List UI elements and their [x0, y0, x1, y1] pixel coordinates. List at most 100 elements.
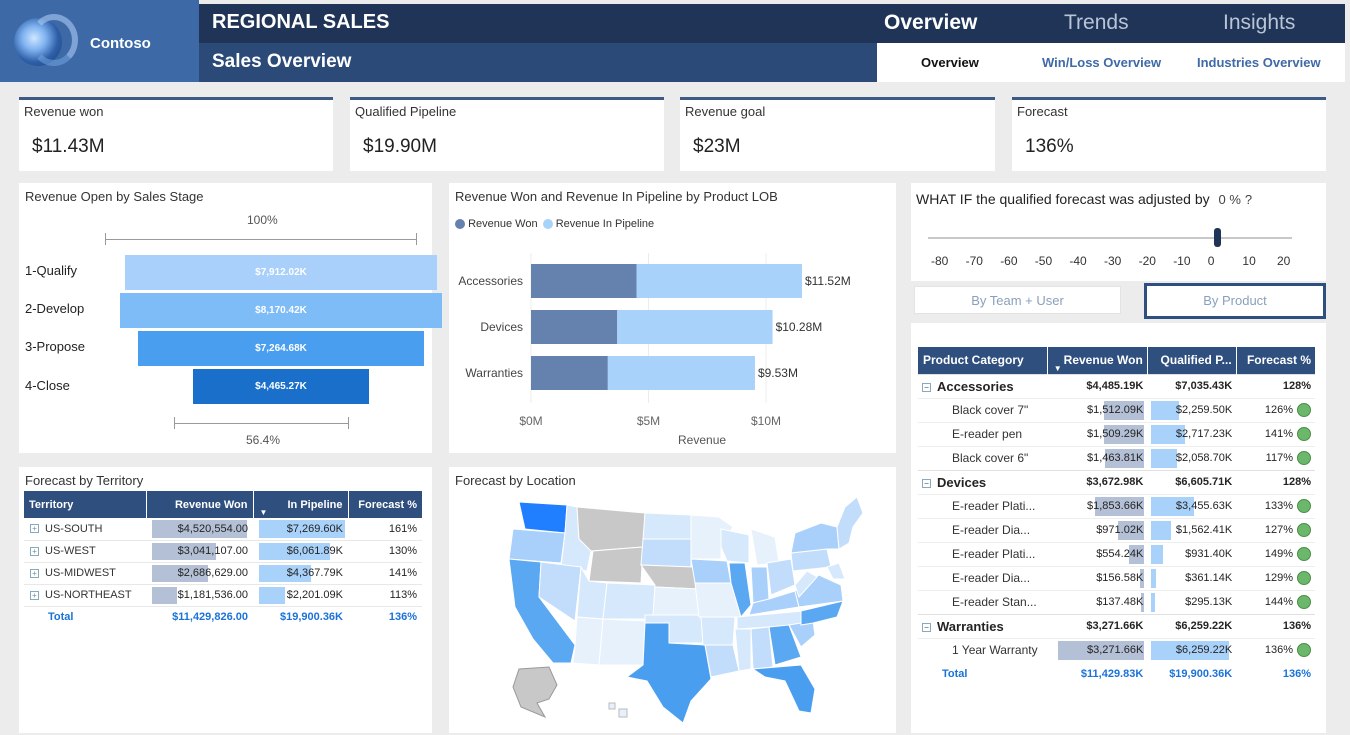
- tab-trends[interactable]: Trends: [1064, 11, 1129, 34]
- col-forecast-pct[interactable]: Forecast %: [358, 498, 417, 511]
- status-green-icon: [1297, 451, 1311, 465]
- group-qp: $6,259.22K: [1175, 620, 1233, 632]
- col-forecast-pct[interactable]: Forecast %: [1246, 353, 1311, 368]
- slider-track[interactable]: [928, 237, 1292, 239]
- kpi-label: Revenue goal: [685, 104, 766, 119]
- table-row[interactable]: E-reader pen $1,509.29K $2,717.23K 141%: [918, 422, 1315, 446]
- whatif-title-text: WHAT IF the qualified forecast was adjus…: [916, 191, 1210, 207]
- table-row[interactable]: 1 Year Warranty $3,271.66K $6,259.22K 13…: [918, 638, 1315, 662]
- x-tick-label: $10M: [751, 414, 781, 428]
- table-row[interactable]: E-reader Plati... $1,853.66K $3,455.63K …: [918, 494, 1315, 518]
- state-kansas: [652, 586, 700, 616]
- subtab-industries[interactable]: Industries Overview: [1197, 55, 1321, 70]
- table-row[interactable]: E-reader Dia... $971.02K $1,562.41K 127%: [918, 518, 1315, 542]
- won-databar: [1095, 496, 1145, 516]
- group-row[interactable]: − Warranties $3,271.66K $6,259.22K 136%: [918, 614, 1315, 638]
- collapse-icon[interactable]: −: [922, 382, 931, 392]
- lob-chart-card: Revenue Won and Revenue In Pipeline by P…: [449, 183, 896, 453]
- fc-cell: 129%: [1236, 566, 1315, 590]
- by-team-user-button[interactable]: By Team + User: [914, 286, 1121, 314]
- expand-icon[interactable]: +: [30, 590, 39, 600]
- bar-revenue-pipeline[interactable]: [607, 356, 755, 390]
- funnel-bar-qualify[interactable]: $7,912.02K: [125, 255, 437, 290]
- slider-tick-label: -20: [1138, 254, 1156, 268]
- page-title: Sales Overview: [212, 51, 352, 72]
- funnel-bar-develop[interactable]: $8,170.42K: [120, 293, 442, 328]
- map-title: Forecast by Location: [455, 473, 576, 488]
- stage-label-develop: 2-Develop: [25, 301, 85, 316]
- table-row[interactable]: Black cover 6" $1,463.81K $2,058.70K 117…: [918, 446, 1315, 470]
- expand-icon[interactable]: +: [30, 524, 39, 534]
- territory-cell: + US-WEST: [24, 540, 146, 562]
- sort-desc-icon[interactable]: ▼: [259, 508, 268, 517]
- collapse-icon[interactable]: −: [922, 478, 931, 488]
- by-product-button[interactable]: By Product: [1144, 283, 1326, 319]
- qp-cell: $3,455.63K: [1147, 494, 1236, 518]
- state-georgia: [768, 624, 802, 666]
- state-wyoming: [588, 546, 644, 584]
- lob-bar-chart: $0M $5M $10M Accessories $11.52M Devices $10.2…: [458, 253, 851, 428]
- qp-cell: $2,717.23K: [1147, 422, 1236, 446]
- col-in-pipeline[interactable]: In Pipeline ▼: [253, 491, 349, 518]
- pipe-value: $7,269.60K: [286, 522, 343, 535]
- col-revenue-won[interactable]: Revenue Won ▼: [1047, 347, 1148, 374]
- kpi-qualified-pipeline: Qualified Pipeline $19.90M: [350, 97, 664, 171]
- table-row[interactable]: E-reader Dia... $156.58K $361.14K 129%: [918, 566, 1315, 590]
- group-row[interactable]: − Devices $3,672.98K $6,605.71K 128%: [918, 470, 1315, 494]
- territory-name: US-WEST: [45, 545, 96, 557]
- bar-revenue-won[interactable]: [531, 310, 618, 344]
- category-label: Accessories: [458, 274, 523, 288]
- slider-handle[interactable]: [1214, 228, 1221, 247]
- table-row[interactable]: + US-SOUTH $4,520,554.00 $7,269.60K 161%: [24, 518, 422, 540]
- bracket-tick: [174, 417, 175, 429]
- col-revenue-won[interactable]: Revenue Won: [146, 491, 254, 518]
- state-montana: [576, 506, 646, 552]
- tab-insights[interactable]: Insights: [1223, 11, 1296, 34]
- us-map[interactable]: [449, 467, 896, 733]
- col-in-pipeline-label: In Pipeline: [287, 498, 343, 511]
- qp-databar: [1151, 544, 1164, 564]
- qp-cell: $2,259.50K: [1147, 398, 1236, 422]
- fc-value: 133%: [1264, 499, 1293, 512]
- pipe-value: $4,367.79K: [286, 567, 343, 579]
- bar-revenue-won[interactable]: [531, 264, 637, 298]
- table-row[interactable]: + US-NORTHEAST $1,181,536.00 $2,201.09K 1…: [24, 584, 422, 606]
- slider-tick-label: -40: [1069, 254, 1087, 268]
- funnel-title: Revenue Open by Sales Stage: [25, 189, 204, 204]
- col-qualified-pipeline[interactable]: Qualified P...: [1147, 347, 1237, 374]
- table-row[interactable]: E-reader Plati... $554.24K $931.40K 149%: [918, 542, 1315, 566]
- bracket-tick: [416, 233, 417, 245]
- funnel-bar-close[interactable]: $4,465.27K: [193, 369, 369, 404]
- table-row[interactable]: Black cover 7" $1,512.09K $2,259.50K 126…: [918, 398, 1315, 422]
- table-row[interactable]: + US-MIDWEST $2,686,629.00 $4,367.79K 141…: [24, 562, 422, 584]
- bar-revenue-pipeline[interactable]: [617, 310, 773, 344]
- brand-name: Contoso: [90, 35, 151, 52]
- legend-label-pipeline: Revenue In Pipeline: [555, 218, 655, 230]
- state-new-york: [790, 522, 840, 554]
- sort-desc-icon[interactable]: ▼: [1053, 363, 1062, 373]
- expand-icon[interactable]: +: [30, 568, 39, 578]
- bar-revenue-won[interactable]: [531, 356, 608, 390]
- category-label: Devices: [480, 320, 523, 334]
- product-name: E-reader Stan...: [952, 595, 1037, 609]
- slider-tick-label: 0: [1207, 254, 1215, 268]
- slider-tick-label: -50: [1034, 254, 1053, 268]
- group-row[interactable]: − Accessories $4,485.19K $7,035.43K 128%: [918, 374, 1315, 398]
- kpi-value: $23M: [693, 136, 741, 157]
- group-won: $3,271.66K: [1086, 620, 1144, 632]
- bar-revenue-pipeline[interactable]: [636, 264, 802, 298]
- expand-icon[interactable]: +: [30, 546, 39, 556]
- funnel-bar-propose[interactable]: $7,264.68K: [138, 331, 424, 366]
- subtab-overview[interactable]: Overview: [921, 55, 979, 70]
- fc-value: 117%: [1265, 451, 1293, 464]
- category-label: Warranties: [465, 366, 523, 380]
- col-territory[interactable]: Territory: [24, 491, 147, 518]
- col-product-category[interactable]: Product Category: [918, 347, 1048, 374]
- collapse-icon[interactable]: −: [922, 622, 931, 632]
- table-row[interactable]: + US-WEST $3,041,107.00 $6,061.89K 130%: [24, 540, 422, 562]
- won-databar: [152, 564, 208, 582]
- tab-overview[interactable]: Overview: [884, 11, 978, 34]
- chart-title: Revenue Won and Revenue In Pipeline by P…: [455, 189, 778, 204]
- table-row[interactable]: E-reader Stan... $137.48K $295.13K 144%: [918, 590, 1315, 614]
- subtab-winloss[interactable]: Win/Loss Overview: [1042, 55, 1162, 70]
